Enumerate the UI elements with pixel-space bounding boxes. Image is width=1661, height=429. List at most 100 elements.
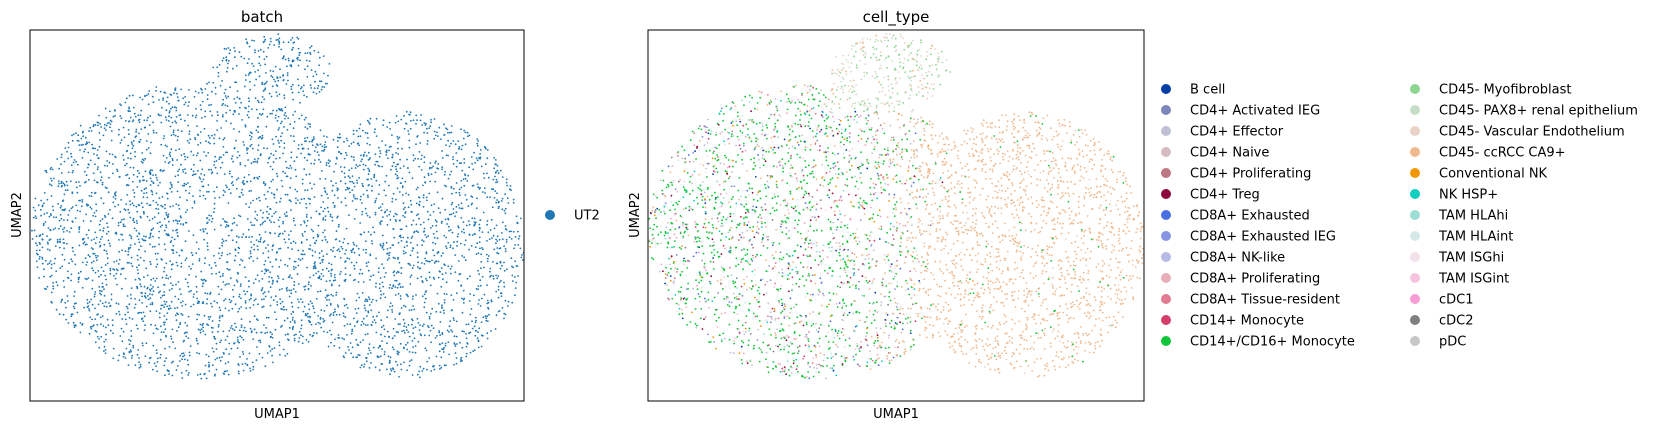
- batch-point: [425, 349, 428, 352]
- batch-point: [127, 129, 130, 131]
- batch-point: [47, 242, 49, 245]
- batch-point: [66, 184, 69, 187]
- batch-point: [486, 299, 489, 302]
- batch-point: [195, 290, 198, 293]
- batch-point: [97, 303, 100, 306]
- batch-point: [219, 359, 222, 362]
- batch-point: [221, 275, 224, 277]
- batch-point: [315, 298, 318, 300]
- batch-point: [238, 307, 241, 310]
- batch-point: [147, 116, 149, 119]
- batch-point: [287, 234, 290, 236]
- batch-point: [244, 125, 247, 128]
- batch-point: [419, 119, 422, 122]
- cell-type-point: [901, 322, 904, 325]
- batch-point: [445, 364, 447, 367]
- batch-point: [405, 192, 407, 195]
- batch-point: [213, 207, 216, 210]
- batch-point: [450, 131, 453, 134]
- batch-point: [97, 270, 100, 272]
- batch-point: [245, 203, 248, 205]
- batch-point: [461, 169, 464, 172]
- batch-point: [150, 287, 153, 290]
- batch-point: [447, 242, 450, 244]
- batch-point: [94, 242, 97, 245]
- batch-point: [335, 156, 338, 159]
- cell-type-point: [1026, 287, 1028, 290]
- batch-point: [95, 203, 97, 206]
- batch-point: [408, 113, 411, 116]
- batch-point: [180, 265, 183, 268]
- batch-point: [98, 223, 101, 226]
- batch-point: [263, 298, 265, 300]
- batch-point: [362, 322, 365, 325]
- batch-point: [450, 272, 452, 275]
- batch-point: [52, 281, 54, 284]
- batch-point: [403, 329, 405, 332]
- batch-point: [204, 292, 207, 294]
- batch-point: [175, 283, 177, 286]
- batch-point: [124, 313, 127, 316]
- batch-point: [178, 208, 181, 210]
- batch-point: [484, 315, 487, 318]
- batch-point: [359, 164, 361, 167]
- cell-type-point: [781, 268, 784, 271]
- batch-point: [165, 214, 168, 216]
- batch-point: [506, 305, 509, 307]
- batch-point: [424, 124, 427, 126]
- batch-point: [277, 277, 280, 280]
- batch-point: [503, 281, 505, 284]
- batch-point: [163, 217, 166, 220]
- batch-point: [500, 200, 503, 202]
- batch-point: [70, 313, 73, 316]
- batch-point: [45, 288, 47, 291]
- batch-point: [379, 206, 382, 208]
- batch-point: [229, 327, 232, 329]
- batch-point: [284, 263, 286, 266]
- batch-point: [427, 218, 430, 221]
- batch-point: [312, 267, 315, 270]
- batch-point: [358, 144, 360, 147]
- batch-point: [419, 142, 422, 144]
- batch-point: [104, 186, 107, 189]
- batch-point: [124, 101, 127, 104]
- batch-point: [503, 261, 505, 264]
- batch-point: [317, 224, 320, 227]
- cell-type-point: [975, 340, 978, 343]
- batch-point: [264, 365, 267, 368]
- cell-type-point: [1094, 299, 1097, 302]
- cell-type-point: [879, 64, 882, 67]
- batch-point: [168, 345, 171, 348]
- batch-point: [117, 204, 120, 206]
- batch-point: [319, 262, 322, 265]
- batch-point: [226, 70, 228, 73]
- batch-point: [489, 270, 491, 273]
- batch-point: [384, 144, 387, 147]
- cell-type-point: [885, 285, 888, 287]
- batch-point: [455, 362, 458, 365]
- batch-point: [138, 172, 141, 175]
- batch-point: [194, 116, 197, 119]
- batch-point: [152, 332, 155, 335]
- batch-point: [161, 196, 164, 198]
- batch-point: [478, 236, 481, 239]
- batch-point: [207, 152, 210, 154]
- batch-point: [307, 123, 310, 125]
- batch-point: [397, 270, 399, 273]
- batch-point: [55, 270, 58, 273]
- batch-point: [365, 248, 367, 251]
- batch-point: [290, 292, 293, 295]
- batch-point: [201, 117, 203, 119]
- batch-point: [436, 335, 438, 337]
- batch-point: [350, 167, 353, 170]
- batch-point: [303, 285, 305, 288]
- cell-type-point: [924, 86, 926, 88]
- batch-point: [165, 262, 168, 265]
- batch-point: [151, 301, 154, 304]
- batch-point: [418, 151, 421, 153]
- batch-point: [207, 184, 210, 186]
- batch-point: [166, 216, 169, 219]
- batch-point: [304, 68, 306, 71]
- batch-point: [58, 182, 60, 185]
